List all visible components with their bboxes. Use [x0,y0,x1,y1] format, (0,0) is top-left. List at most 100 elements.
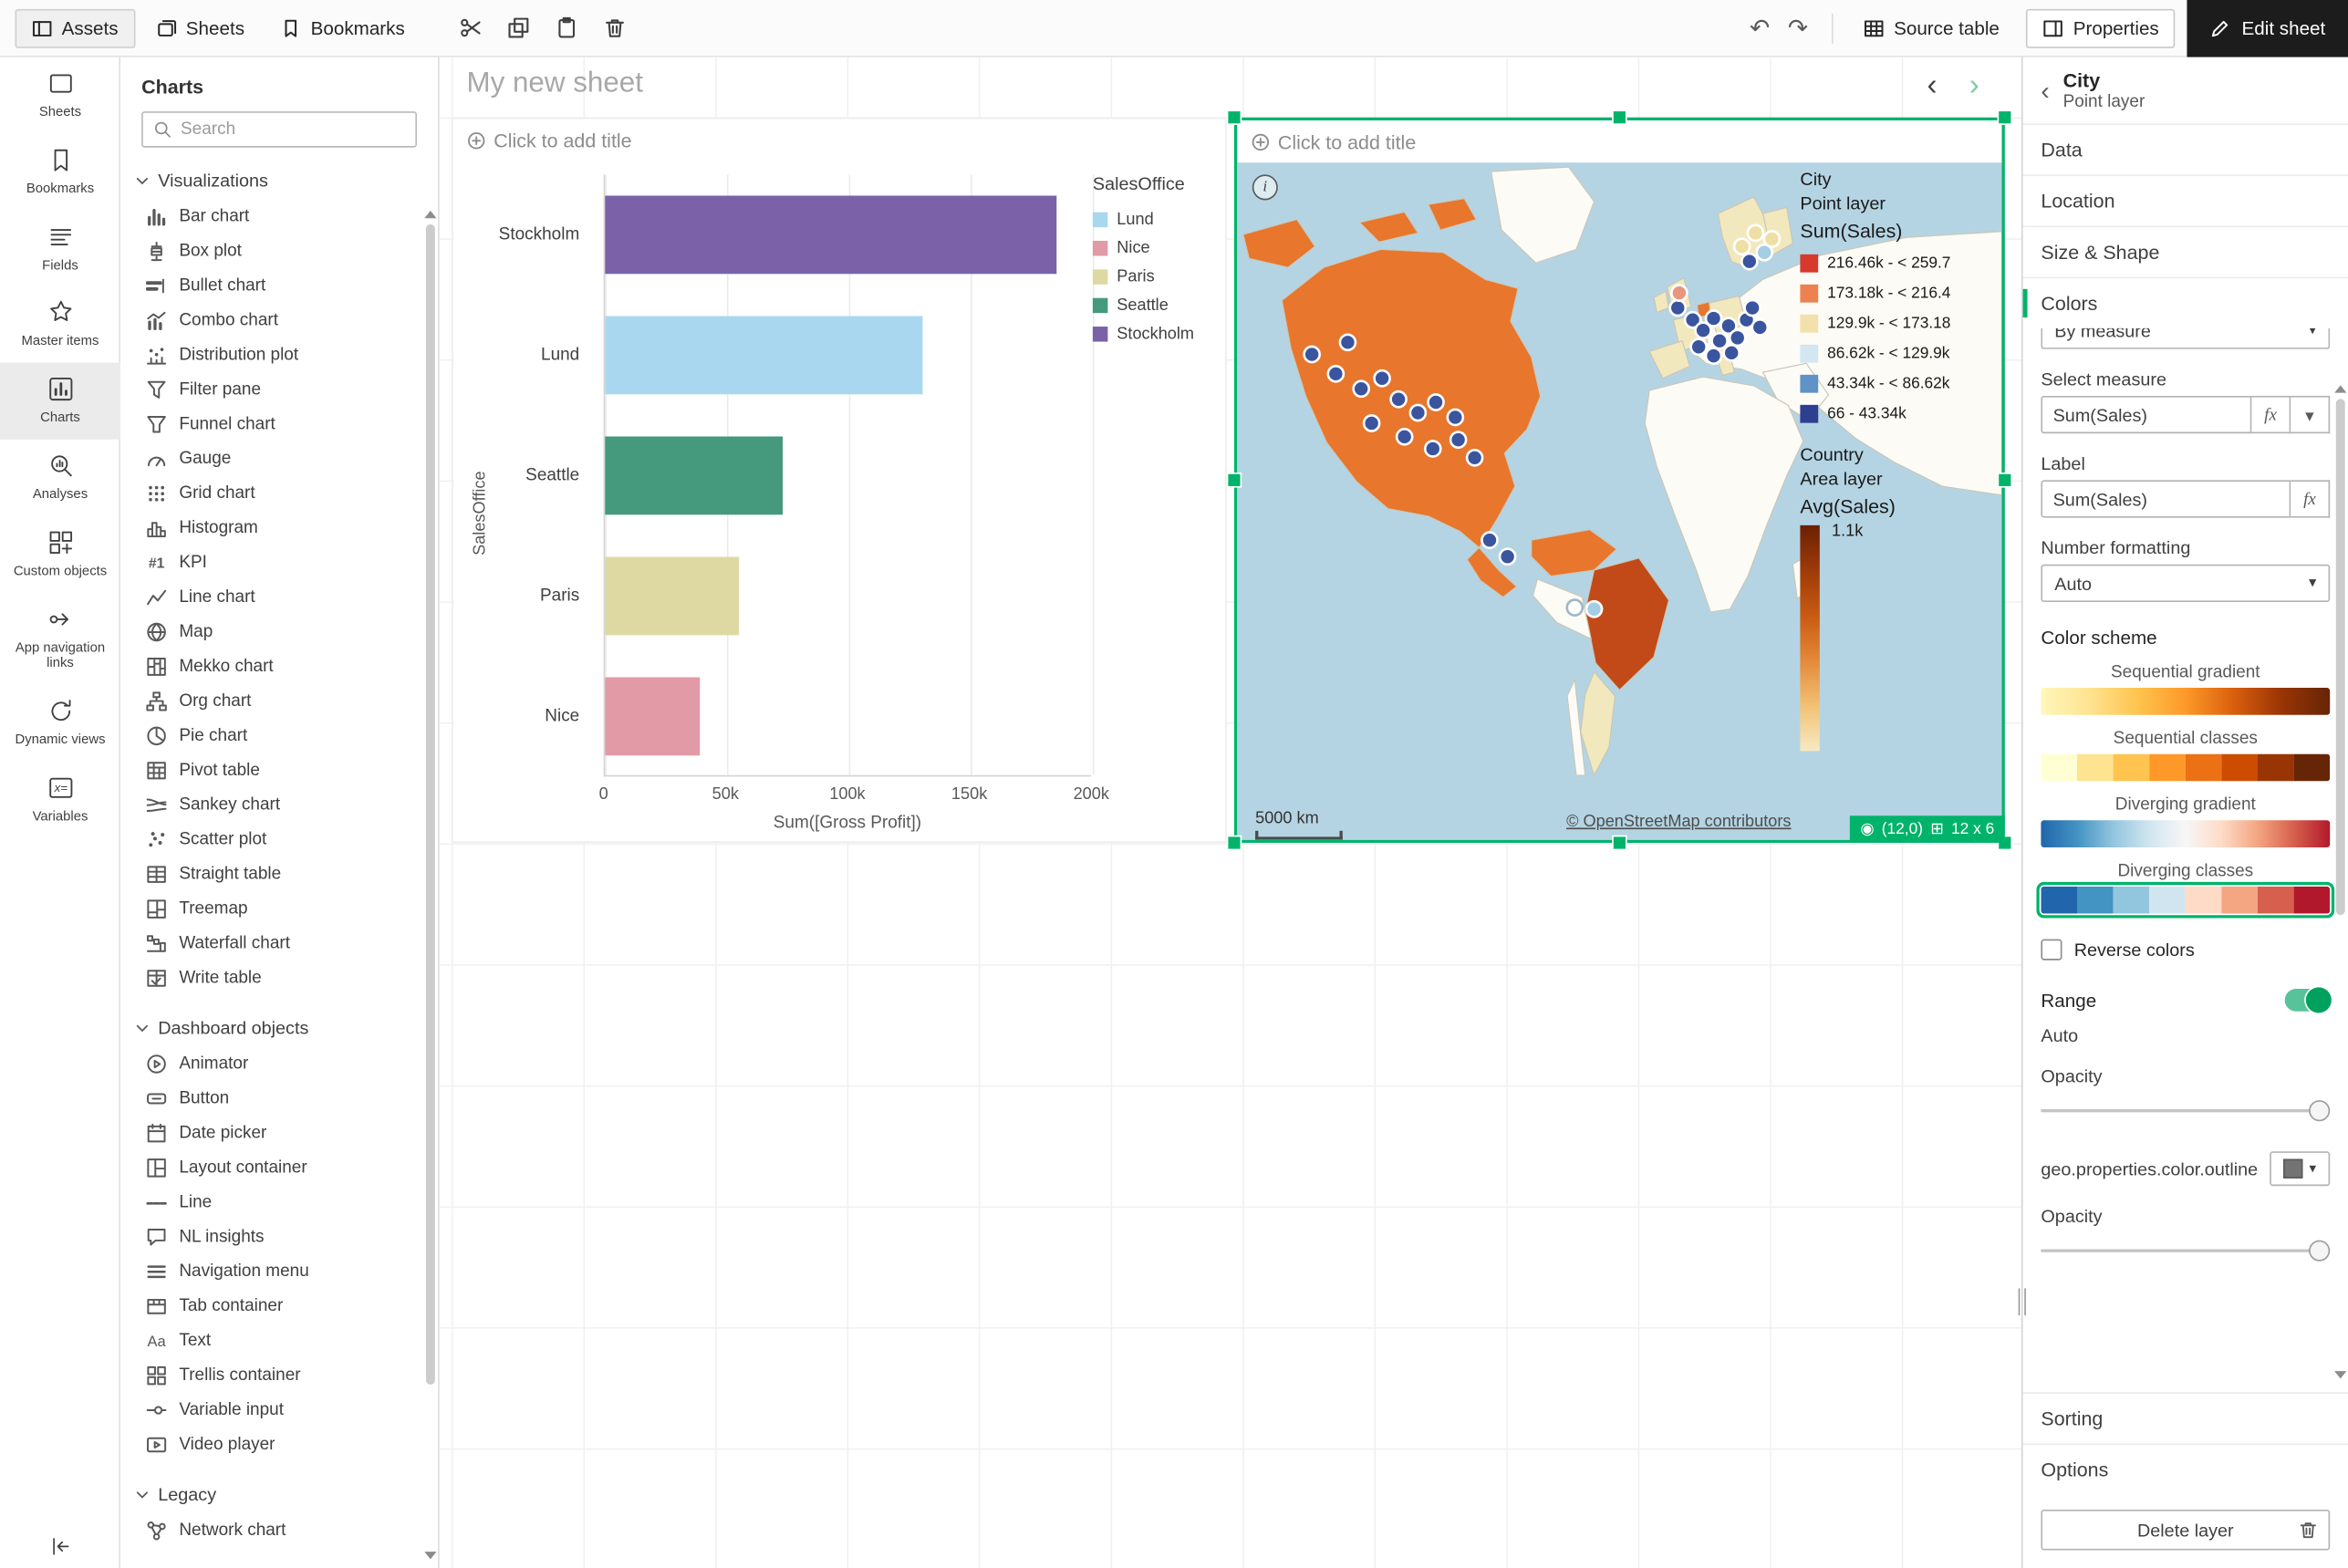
color-mode-select[interactable]: By measure ▾ [2041,327,2331,349]
city-point[interactable] [1755,243,1774,262]
selection-handle[interactable] [1999,473,2011,486]
asset-item-pivot-table[interactable]: Pivot table [120,753,438,787]
city-point[interactable] [1751,318,1770,337]
city-point[interactable] [1704,309,1723,327]
back-button[interactable]: ‹ [2041,76,2050,105]
asset-item-layout-container[interactable]: Layout container [120,1150,438,1185]
collapse-rail-button[interactable] [0,1533,120,1559]
bar-paris[interactable] [605,556,740,636]
section-options[interactable]: Options [2022,1443,2348,1494]
scroll-up-icon[interactable] [2334,385,2347,393]
assets-scrollbar[interactable] [424,211,437,1560]
redo-button[interactable]: ↷ [1788,13,1808,43]
city-point[interactable] [1746,223,1765,243]
rail-item-app-navigation-links[interactable]: App navigation links [0,592,120,685]
city-point[interactable] [1362,414,1381,432]
asset-item-sankey-chart[interactable]: Sankey chart [120,787,438,822]
asset-item-straight-table[interactable]: Straight table [120,857,438,891]
city-point[interactable] [1704,347,1723,365]
label-input[interactable] [2041,480,2291,518]
city-point[interactable] [1465,448,1484,467]
city-point[interactable] [1338,333,1357,352]
asset-item-bullet-chart[interactable]: Bullet chart [120,268,438,303]
slider-knob[interactable] [2309,1240,2331,1262]
selection-handle[interactable] [1999,111,2011,124]
asset-item-navigation-menu[interactable]: Navigation menu [120,1253,438,1288]
range-toggle[interactable] [2284,987,2332,1013]
city-point[interactable] [1408,403,1428,422]
color-scheme-swatch-sequential-gradient[interactable] [2041,688,2331,715]
asset-item-animator[interactable]: Animator [120,1046,438,1081]
city-point[interactable] [1728,328,1747,348]
select-measure-input[interactable] [2041,395,2252,434]
city-point[interactable] [1389,389,1408,409]
asset-item-kpi[interactable]: #1 KPI [120,545,438,579]
properties-button[interactable]: Properties [2026,8,2176,47]
bar-nice[interactable] [605,677,701,756]
city-point[interactable] [1740,252,1759,271]
toggle-knob[interactable] [2305,987,2332,1013]
asset-item-box-plot[interactable]: Box plot [120,234,438,268]
city-point[interactable] [1743,298,1761,317]
asset-item-write-table[interactable]: Write table [120,961,438,995]
asset-item-pie-chart[interactable]: Pie chart [120,718,438,753]
tab-assets[interactable]: Assets [15,8,135,47]
asset-item-bar-chart[interactable]: Bar chart [120,199,438,234]
world-map[interactable] [1237,162,2002,840]
bar-chart-object[interactable]: Click to add title SalesOffice Stockholm… [452,117,1227,843]
sheet-canvas[interactable]: My new sheet ‹ › Click to add title Sale… [439,57,2021,1568]
bar-lund[interactable] [605,316,922,395]
city-point[interactable] [1683,310,1702,329]
slider-knob[interactable] [2309,1100,2331,1122]
asset-item-mekko-chart[interactable]: Mekko chart [120,649,438,683]
search-input[interactable] [181,120,405,139]
asset-item-date-picker[interactable]: Date picker [120,1116,438,1150]
map-canvas[interactable]: i City Point layer Sum(Sales) 216.46k - … [1237,162,2002,840]
asset-item-funnel-chart[interactable]: Funnel chart [120,407,438,441]
copy-icon[interactable] [507,16,530,39]
city-point[interactable] [1373,369,1391,388]
selection-handle[interactable] [1228,473,1241,486]
asset-item-trellis-container[interactable]: Trellis container [120,1357,438,1392]
city-point[interactable] [1352,379,1371,399]
bar-stockholm[interactable] [605,195,1056,275]
scroll-thumb[interactable] [2335,399,2345,916]
scroll-down-icon[interactable] [2334,1371,2347,1379]
rail-item-sheets[interactable]: Sheets [0,57,120,134]
city-point[interactable] [1722,343,1741,362]
city-point[interactable] [1762,230,1782,248]
outline-opacity-slider[interactable] [2041,1239,2331,1262]
city-point[interactable] [1326,364,1345,383]
undo-button[interactable]: ↶ [1750,13,1770,43]
previous-sheet-button[interactable]: ‹ [1927,68,1938,103]
source-table-button[interactable]: Source table [1849,10,2015,47]
section-size-shape[interactable]: Size & Shape [2022,225,2348,277]
asset-item-distribution-plot[interactable]: Distribution plot [120,337,438,372]
rail-item-charts[interactable]: Charts [0,362,120,440]
scroll-up-icon[interactable] [424,211,437,219]
section-colors[interactable]: Colors [2022,276,2348,328]
section-header-dashboard-objects[interactable]: Dashboard objects [136,1017,439,1039]
section-header-legacy[interactable]: Legacy [136,1484,439,1505]
asset-item-nl-insights[interactable]: NL insights [120,1220,438,1254]
cut-icon[interactable] [459,16,482,39]
asset-item-scatter-plot[interactable]: Scatter plot [120,822,438,857]
panel-resize-handle[interactable] [2018,1288,2026,1316]
city-point[interactable] [1303,345,1321,364]
rail-item-bookmarks[interactable]: Bookmarks [0,134,120,211]
city-point[interactable] [1584,599,1604,618]
asset-item-histogram[interactable]: Histogram [120,510,438,545]
checkbox-icon[interactable] [2041,939,2062,961]
rail-item-variables[interactable]: x= Variables [0,762,120,838]
selection-handle[interactable] [1228,111,1241,124]
outline-color-dropdown[interactable]: ▾ [2270,1151,2331,1187]
attribution-link[interactable]: © OpenStreetMap contributors [1566,813,1792,831]
city-point[interactable] [1423,440,1442,458]
asset-item-text[interactable]: Aa Text [120,1323,438,1357]
section-location[interactable]: Location [2022,174,2348,225]
asset-item-variable-input[interactable]: Variable input [120,1392,438,1427]
map-object[interactable]: Click to add title [1228,111,2011,849]
reverse-colors-option[interactable]: Reverse colors [2041,939,2330,961]
selection-handle[interactable] [1228,836,1241,849]
properties-scrollbar[interactable] [2334,385,2347,1379]
